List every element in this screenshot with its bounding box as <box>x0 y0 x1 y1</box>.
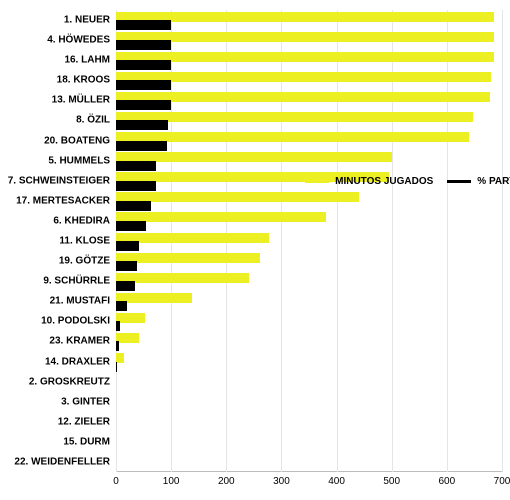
bar-minutos <box>116 273 249 283</box>
bar-participacion <box>116 241 139 251</box>
bar-minutos <box>116 212 326 222</box>
y-axis-label: 1. NEUER <box>64 15 116 26</box>
bar-participacion <box>116 301 127 311</box>
y-axis-label: 16. LAHM <box>64 55 116 66</box>
bar-participacion <box>116 321 120 331</box>
bar-minutos <box>116 192 359 202</box>
y-axis-label: 4. HÖWEDES <box>47 35 116 46</box>
y-axis-label: 13. MÜLLER <box>52 95 116 106</box>
bar-participacion <box>116 40 171 50</box>
bar-minutos <box>116 152 392 162</box>
bar-minutos <box>116 32 494 42</box>
y-axis-label: 19. GÖTZE <box>59 256 116 267</box>
y-axis-label: 18. KROOS <box>57 75 116 86</box>
bar-minutos <box>116 72 491 82</box>
chart-row: 8. ÖZIL <box>116 110 502 130</box>
x-tick-label: 400 <box>328 472 345 487</box>
chart-container: 01002003004005006007001. NEUER4. HÖWEDES… <box>0 0 510 500</box>
bar-minutos <box>116 353 124 363</box>
plot-area: 01002003004005006007001. NEUER4. HÖWEDES… <box>116 10 502 472</box>
y-axis-label: 17. MERTESACKER <box>16 195 116 206</box>
legend-swatch-participacion <box>447 180 471 183</box>
y-axis-label: 21. MUSTAFI <box>50 296 116 307</box>
y-axis-label: 6. KHEDIRA <box>53 215 116 226</box>
bar-participacion <box>116 261 137 271</box>
chart-row: 11. KLOSE <box>116 231 502 251</box>
y-axis-label: 8. ÖZIL <box>76 115 116 126</box>
chart-row: 18. KROOS <box>116 70 502 90</box>
x-tick-label: 700 <box>494 472 510 487</box>
y-axis-label: 11. KLOSE <box>59 235 116 246</box>
bar-minutos <box>116 12 494 22</box>
chart-row: 23. KRAMER <box>116 331 502 351</box>
bar-minutos <box>116 92 490 102</box>
bar-minutos <box>116 112 473 122</box>
legend-label-minutos: MINUTOS JUGADOS <box>335 176 433 187</box>
bar-participacion <box>116 60 171 70</box>
x-tick-label: 0 <box>113 472 119 487</box>
chart-row: 5. HUMMELS <box>116 151 502 171</box>
bar-participacion <box>116 362 117 372</box>
bar-participacion <box>116 100 171 110</box>
chart-row: 15. DURM <box>116 432 502 452</box>
y-axis-label: 2. GROSKREUTZ <box>29 376 116 387</box>
x-tick-label: 300 <box>273 472 290 487</box>
x-tick-label: 600 <box>439 472 456 487</box>
chart-row: 14. DRAXLER <box>116 351 502 371</box>
gridline <box>502 10 503 472</box>
chart-row: 20. BOATENG <box>116 131 502 151</box>
chart-row: 19. GÖTZE <box>116 251 502 271</box>
chart-row: 13. MÜLLER <box>116 90 502 110</box>
legend: MINUTOS JUGADOS % PARTICIPACIÓN <box>305 176 510 187</box>
legend-label-participacion: % PARTICIPACIÓN <box>477 176 510 187</box>
bar-participacion <box>116 161 156 171</box>
legend-item-participacion: % PARTICIPACIÓN <box>447 176 510 187</box>
x-tick-label: 500 <box>383 472 400 487</box>
y-axis-label: 15. DURM <box>63 436 116 447</box>
chart-row: 10. PODOLSKI <box>116 311 502 331</box>
legend-swatch-minutos <box>305 180 329 183</box>
bar-participacion <box>116 141 167 151</box>
chart-row: 6. KHEDIRA <box>116 211 502 231</box>
chart-row: 3. GINTER <box>116 392 502 412</box>
legend-item-minutos: MINUTOS JUGADOS <box>305 176 433 187</box>
y-axis-label: 9. SCHÜRRLE <box>43 276 116 287</box>
bar-participacion <box>116 20 171 30</box>
bar-minutos <box>116 132 469 142</box>
bar-participacion <box>116 80 171 90</box>
chart-row: 16. LAHM <box>116 50 502 70</box>
bar-participacion <box>116 181 156 191</box>
bar-minutos <box>116 52 494 62</box>
bar-minutos <box>116 333 139 343</box>
y-axis-label: 10. PODOLSKI <box>41 316 116 327</box>
bar-minutos <box>116 293 192 303</box>
y-axis-label: 12. ZIELER <box>58 416 116 427</box>
y-axis-label: 7. SCHWEINSTEIGER <box>8 175 116 186</box>
y-axis-label: 22. WEIDENFELLER <box>14 456 116 467</box>
bar-participacion <box>116 281 135 291</box>
y-axis-label: 5. HUMMELS <box>48 155 116 166</box>
bar-participacion <box>116 201 151 211</box>
chart-row: 2. GROSKREUTZ <box>116 372 502 392</box>
chart-row: 12. ZIELER <box>116 412 502 432</box>
y-axis-label: 20. BOATENG <box>44 135 116 146</box>
y-axis-label: 23. KRAMER <box>49 336 116 347</box>
bar-participacion <box>116 221 146 231</box>
bar-minutos <box>116 253 260 263</box>
bar-minutos <box>116 233 269 243</box>
x-tick-label: 100 <box>163 472 180 487</box>
y-axis-label: 14. DRAXLER <box>45 356 116 367</box>
x-tick-label: 200 <box>218 472 235 487</box>
bar-participacion <box>116 120 168 130</box>
chart-row: 1. NEUER <box>116 10 502 30</box>
bar-participacion <box>116 341 119 351</box>
chart-row: 22. WEIDENFELLER <box>116 452 502 472</box>
chart-row: 21. MUSTAFI <box>116 291 502 311</box>
chart-row: 9. SCHÜRRLE <box>116 271 502 291</box>
chart-row: 4. HÖWEDES <box>116 30 502 50</box>
chart-row: 17. MERTESACKER <box>116 191 502 211</box>
y-axis-label: 3. GINTER <box>61 396 116 407</box>
